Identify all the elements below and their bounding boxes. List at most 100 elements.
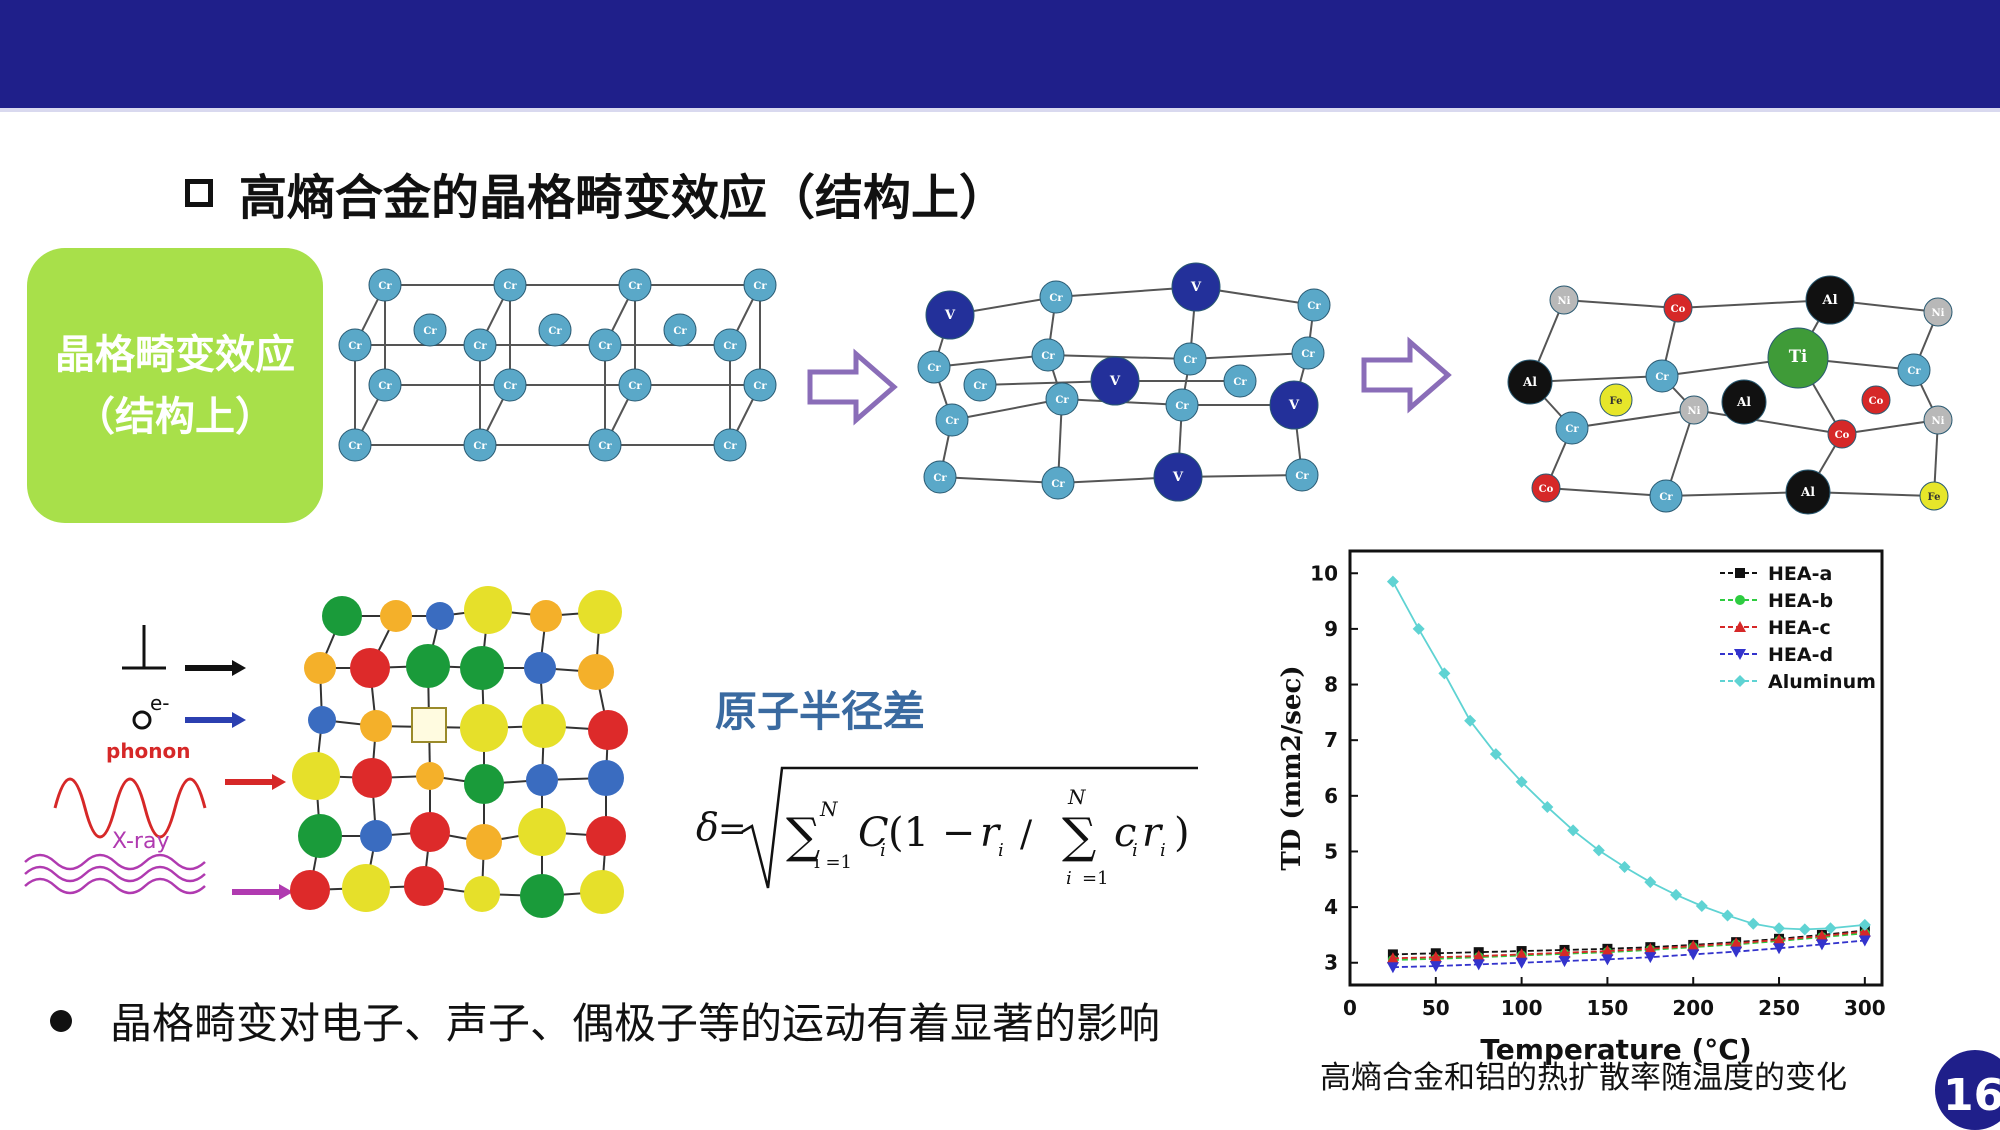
- svg-text:∑: ∑: [786, 808, 820, 864]
- plot-frame: [1348, 549, 1884, 987]
- atom-cr: Cr: [618, 268, 652, 302]
- formula-title: 原子半径差: [715, 687, 926, 736]
- grid-atom: [524, 652, 556, 684]
- svg-text:i: i: [998, 840, 1004, 861]
- svg-text:Al: Al: [1821, 293, 1837, 308]
- data-point: [1558, 946, 1571, 958]
- data-point: [1858, 925, 1871, 937]
- atom-cr: Cr: [1223, 364, 1257, 398]
- x-tick-label: 150: [1587, 996, 1629, 1020]
- atom-fe: Fe: [1919, 481, 1949, 511]
- grid-atom: [518, 808, 566, 856]
- atom-cr: Cr: [1555, 411, 1589, 445]
- bullet-dot-icon: [50, 1009, 72, 1032]
- svg-text:Cr: Cr: [378, 281, 392, 292]
- data-point: [1515, 957, 1528, 969]
- arrow-icon: [1361, 336, 1452, 414]
- y-tick-label: 3: [1324, 951, 1338, 975]
- y-tick-label: 4: [1324, 895, 1338, 919]
- grid-atom: [460, 646, 504, 690]
- top-banner: [0, 0, 2000, 108]
- data-point: [1601, 954, 1614, 966]
- atom-al: Al: [1785, 469, 1831, 515]
- svg-text:=1: =1: [1082, 868, 1109, 889]
- grid-atom: [586, 816, 626, 856]
- svg-text:i: i: [1066, 868, 1072, 889]
- atom-cr: Cr: [663, 313, 697, 347]
- svg-text:V: V: [1288, 398, 1300, 413]
- data-point: [1592, 844, 1605, 857]
- atom-cr: Cr: [1297, 288, 1331, 322]
- data-point: [1730, 937, 1743, 949]
- data-point: [1558, 956, 1571, 968]
- data-point: [1747, 917, 1760, 930]
- data-point: [1687, 949, 1700, 961]
- side-label-line1: 晶格畸变效应: [55, 331, 295, 378]
- xray-label: X-ray: [112, 829, 169, 854]
- svg-text:Co: Co: [1539, 484, 1554, 495]
- svg-text:∑: ∑: [1062, 808, 1096, 864]
- svg-text:Cr: Cr: [1655, 372, 1669, 383]
- data-point: [1773, 943, 1786, 955]
- grid-atom: [298, 814, 342, 858]
- atom-co: Co: [1827, 419, 1857, 449]
- atom-v: V: [1153, 452, 1203, 502]
- svg-text:Cr: Cr: [348, 441, 362, 452]
- atom-cr: Cr: [917, 350, 951, 384]
- chart-caption: 高熵合金和铝的热扩散率随温度的变化: [1320, 1060, 1847, 1096]
- svg-text:Cr: Cr: [503, 381, 517, 392]
- atom-al: Al: [1721, 379, 1767, 425]
- atom-cr: Cr: [493, 268, 527, 302]
- side-label-line2: （结构上）: [75, 393, 275, 440]
- y-tick-label: 6: [1324, 784, 1338, 808]
- data-point: [1773, 922, 1786, 935]
- checkbox-square-icon: [185, 179, 213, 207]
- data-point: [1644, 942, 1657, 954]
- banner-divider: [0, 108, 2000, 112]
- svg-text:Cr: Cr: [1907, 366, 1921, 377]
- atom-cr: Cr: [923, 460, 957, 494]
- svg-text:Cr: Cr: [348, 341, 362, 352]
- svg-text:Fe: Fe: [1610, 396, 1623, 407]
- atom-cr: Cr: [1649, 479, 1683, 513]
- atom-cr: Cr: [713, 428, 747, 462]
- svg-text:Cr: Cr: [945, 416, 959, 427]
- atom-al: Al: [1507, 359, 1553, 405]
- svg-text:(1 −: (1 −: [888, 810, 975, 856]
- grid-atom: [292, 752, 340, 800]
- series-aluminum: [1386, 575, 1871, 936]
- atom-cr: Cr: [1165, 388, 1199, 422]
- svg-text:Cr: Cr: [473, 441, 487, 452]
- svg-text:Cr: Cr: [673, 326, 687, 337]
- svg-text:Cr: Cr: [1233, 377, 1247, 388]
- dislocation-icon: [122, 625, 166, 670]
- svg-text:Co: Co: [1671, 304, 1686, 315]
- grid-atom: [578, 590, 622, 634]
- svg-text:Cr: Cr: [1055, 395, 1069, 406]
- heading-text: 高熵合金的晶格畸变效应（结构上）: [239, 170, 1008, 226]
- svg-text:N: N: [1067, 785, 1087, 809]
- svg-text:Cr: Cr: [378, 381, 392, 392]
- grid-atom: [464, 764, 504, 804]
- data-point: [1601, 945, 1614, 957]
- vacancy-square: [411, 707, 447, 743]
- arrow-black: [185, 660, 246, 676]
- grid-atom: [406, 644, 450, 688]
- atom-cr: Cr: [618, 368, 652, 402]
- svg-text:): ): [1174, 810, 1190, 856]
- svg-text:=: =: [718, 809, 747, 849]
- atom-cr: Cr: [368, 268, 402, 302]
- legend-entry: HEA-c: [1720, 617, 1831, 639]
- legend-label: Aluminum: [1768, 671, 1876, 693]
- svg-text:Cr: Cr: [1301, 349, 1315, 360]
- y-tick-label: 5: [1324, 839, 1338, 863]
- svg-text:Cr: Cr: [1183, 355, 1197, 366]
- atom-al: Al: [1805, 275, 1855, 325]
- data-point: [1644, 876, 1657, 889]
- atom-cr: Cr: [463, 328, 497, 362]
- svg-text:V: V: [1172, 470, 1184, 485]
- svg-text:C: C: [858, 810, 889, 856]
- svg-text:Cr: Cr: [753, 281, 767, 292]
- lattice-high-entropy: Ni Co Al Ni Al Cr Ti Cr Fe Ni Al Co Ni Cr Co Co Cr Al Fe: [1507, 275, 1953, 515]
- lattice-pure-cr: Cr Cr Cr Cr Cr Cr Cr Cr Cr Cr Cr Cr Cr Cr Cr Cr Cr Cr Cr: [338, 268, 777, 462]
